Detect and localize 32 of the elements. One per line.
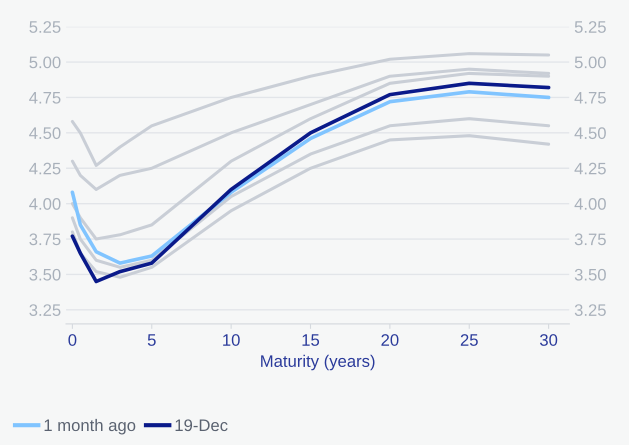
y-tick-label: 3.50	[29, 268, 61, 281]
x-tick-label: 5	[148, 334, 156, 346]
y-tick-label: 5.25	[29, 21, 60, 33]
line-series	[70, 117, 550, 269]
y2-tick-label: 3.75	[574, 233, 606, 246]
x-tick-label: 25	[460, 334, 478, 346]
y-tick-label: 4.00	[29, 198, 61, 210]
y2-tick-label: 5.25	[574, 21, 606, 33]
y2-tick-label: 4.50	[574, 127, 606, 140]
y2-tick-label: 4.00	[574, 198, 606, 210]
y2-tick-label: 3.50	[574, 268, 606, 281]
y-tick-label: 4.50	[29, 127, 61, 140]
y2-tick-label: 4.25	[574, 162, 606, 174]
y2-tick-label: 4.75	[574, 92, 606, 104]
y-tick-label: 4.25	[29, 162, 60, 174]
y-tick-label: 3.75	[29, 233, 60, 246]
x-tick-label: 10	[223, 334, 240, 346]
x-axis-title: Maturity (years)	[261, 354, 374, 370]
y-tick-label: 3.25	[29, 304, 60, 316]
legend-label: 1 month ago	[44, 418, 136, 434]
line-series	[70, 52, 550, 167]
y-tick-label: 5.00	[29, 56, 61, 68]
x-tick-label: 30	[540, 334, 558, 346]
y2-tick-label: 5.00	[574, 56, 606, 68]
x-tick-label: 15	[302, 334, 320, 346]
line-series	[70, 134, 550, 279]
legend-label: 19-Dec	[176, 419, 228, 432]
line-series	[70, 72, 550, 241]
y-tick-label: 4.75	[29, 92, 60, 104]
y2-tick-label: 3.25	[574, 304, 606, 316]
x-tick-label: 20	[381, 334, 398, 346]
x-tick-label: 0	[68, 334, 76, 346]
